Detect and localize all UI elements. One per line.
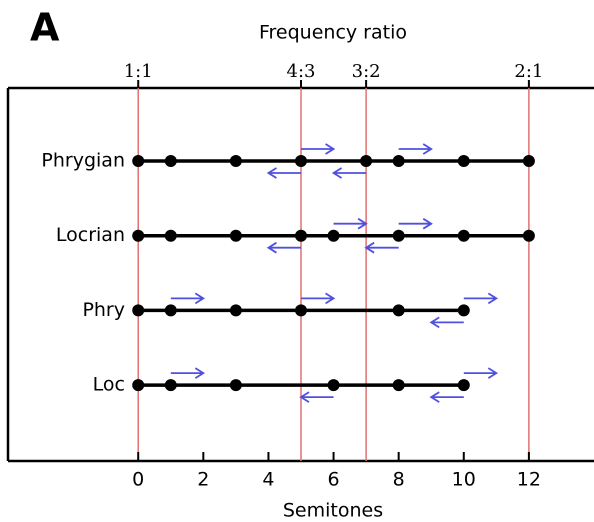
row-label: Phry (82, 299, 125, 321)
x-tick-label: 6 (328, 469, 340, 491)
row-label: Locrian (56, 224, 125, 246)
note-dot (295, 155, 307, 167)
note-dot (132, 229, 145, 242)
note-dot (360, 155, 373, 167)
note-dot (522, 155, 535, 167)
note-dot (295, 229, 307, 242)
note-dot (457, 379, 470, 392)
top-axis-label: Frequency ratio (259, 22, 407, 44)
panel-label: A (30, 6, 60, 50)
note-dot (457, 155, 470, 167)
note-dot (132, 304, 145, 317)
note-dot (229, 155, 242, 167)
note-dot (392, 229, 405, 242)
shift-arrow (299, 391, 334, 403)
note-dot (164, 155, 177, 167)
x-tick-label: 4 (262, 469, 274, 491)
x-tick-label: 8 (393, 469, 405, 491)
row-label: Phrygian (41, 150, 125, 172)
x-tick-label: 2 (197, 469, 209, 491)
x-axis-label: Semitones (283, 500, 383, 522)
note-dot (164, 229, 177, 242)
note-dot (392, 155, 405, 167)
top-tick-label: 2:1 (514, 61, 543, 82)
x-tick-label: 12 (517, 469, 541, 491)
note-dot (522, 229, 535, 242)
shift-arrow (463, 292, 499, 305)
shift-arrow (301, 143, 336, 155)
note-dot (229, 304, 242, 317)
note-dot (164, 304, 177, 317)
shift-arrow (463, 367, 499, 379)
shift-arrow (333, 217, 368, 230)
note-dot (327, 229, 340, 242)
note-dot (229, 229, 242, 242)
shift-arrow (398, 143, 433, 155)
note-dot (295, 304, 307, 317)
note-dot (229, 379, 242, 392)
note-dot (327, 379, 340, 392)
x-tick-label: 0 (132, 469, 144, 491)
note-dot (457, 304, 470, 317)
shift-arrow (266, 167, 301, 179)
note-dot (164, 379, 177, 392)
shift-arrow (429, 391, 464, 403)
shift-arrow (301, 292, 336, 305)
top-tick-label: 4:3 (287, 61, 316, 82)
shift-arrow (429, 316, 464, 329)
row-label: Loc (93, 374, 125, 396)
note-dot (392, 379, 405, 392)
shift-arrow (331, 167, 367, 179)
shift-arrow (170, 367, 206, 379)
note-dot (132, 379, 145, 392)
note-dot (132, 155, 145, 167)
shift-arrow (398, 217, 433, 230)
top-tick-label: 3:2 (352, 61, 381, 82)
note-dot (392, 304, 405, 317)
shift-arrow (266, 241, 301, 254)
shift-arrow (364, 241, 399, 254)
shift-arrow (170, 292, 206, 305)
note-dot (457, 229, 470, 242)
top-tick-label: 1:1 (124, 61, 153, 82)
x-tick-label: 10 (452, 469, 476, 491)
